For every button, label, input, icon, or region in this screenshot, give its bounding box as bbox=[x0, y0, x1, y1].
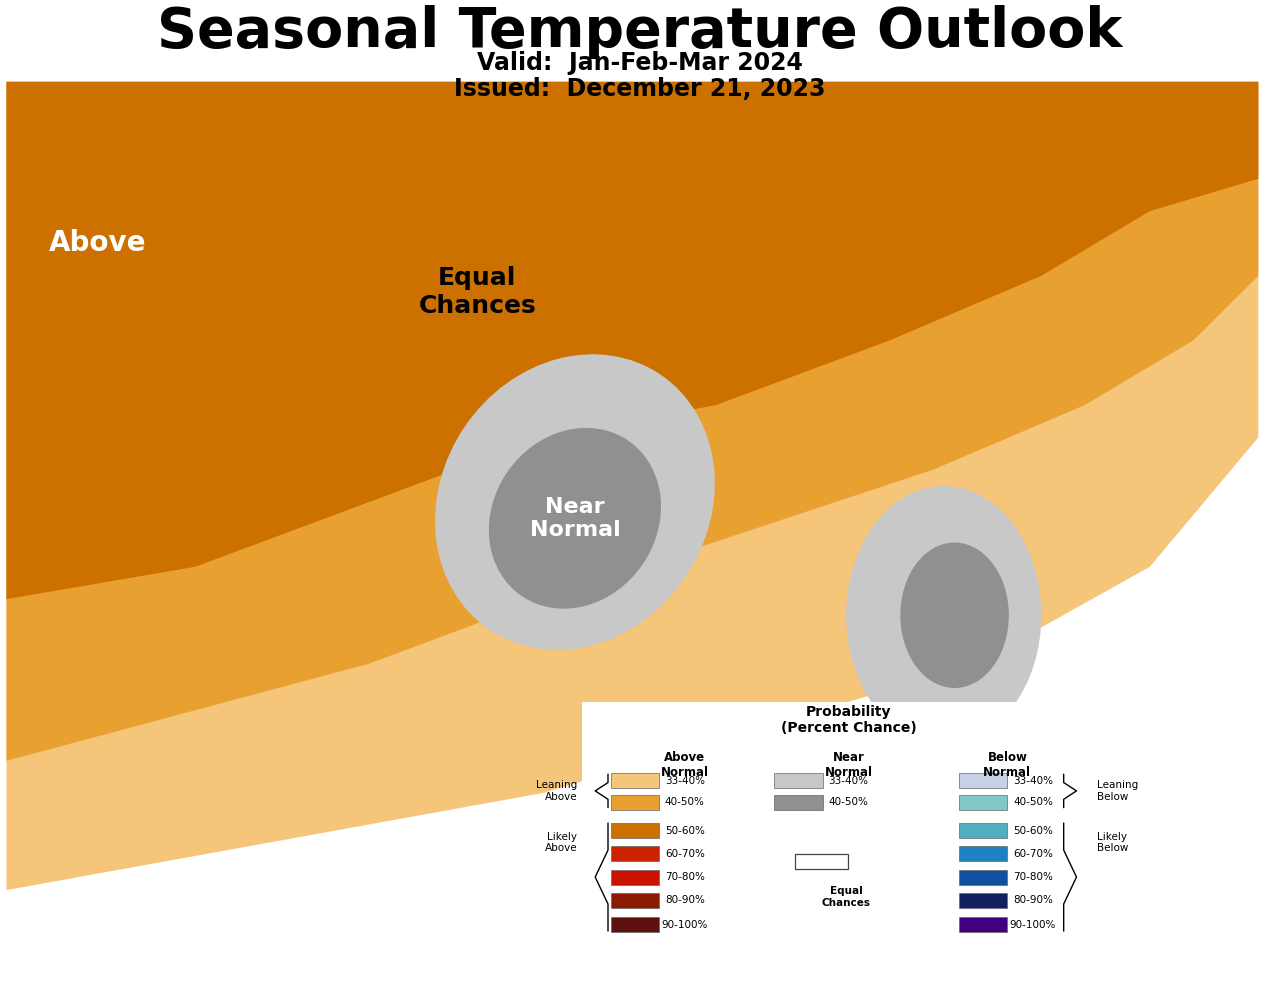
Text: Leaning
Above: Leaning Above bbox=[536, 780, 577, 802]
Text: Issued:  December 21, 2023: Issued: December 21, 2023 bbox=[454, 77, 826, 101]
Ellipse shape bbox=[489, 428, 660, 608]
Ellipse shape bbox=[846, 486, 1042, 745]
Bar bbox=[611, 847, 659, 861]
Bar bbox=[959, 869, 1007, 884]
Text: Likely
Above: Likely Above bbox=[545, 832, 577, 854]
Text: Probability
(Percent Chance): Probability (Percent Chance) bbox=[781, 705, 916, 735]
Bar bbox=[611, 869, 659, 884]
Bar bbox=[611, 823, 659, 839]
Bar bbox=[959, 917, 1007, 932]
Bar bbox=[959, 847, 1007, 861]
Text: Likely
Below: Likely Below bbox=[1097, 832, 1129, 854]
Text: Near
Normal: Near Normal bbox=[530, 496, 621, 540]
Text: 80-90%: 80-90% bbox=[1012, 895, 1053, 905]
Text: 90-100%: 90-100% bbox=[662, 920, 708, 930]
Text: Near
Normal: Near Normal bbox=[824, 751, 873, 779]
Text: 33-40%: 33-40% bbox=[664, 775, 705, 785]
Ellipse shape bbox=[900, 543, 1009, 688]
Polygon shape bbox=[6, 82, 1258, 857]
Bar bbox=[611, 893, 659, 908]
Text: Below
Normal: Below Normal bbox=[983, 751, 1032, 779]
Text: Valid:  Jan-Feb-Mar 2024: Valid: Jan-Feb-Mar 2024 bbox=[477, 51, 803, 75]
Bar bbox=[774, 795, 823, 810]
Text: Equal
Chances: Equal Chances bbox=[419, 266, 536, 317]
Text: 33-40%: 33-40% bbox=[1012, 775, 1053, 785]
Bar bbox=[795, 854, 849, 869]
Text: 33-40%: 33-40% bbox=[828, 775, 869, 785]
Bar bbox=[774, 773, 823, 788]
Bar bbox=[959, 795, 1007, 810]
Text: 90-100%: 90-100% bbox=[1010, 920, 1056, 930]
Bar bbox=[611, 795, 659, 810]
Text: 80-90%: 80-90% bbox=[664, 895, 705, 905]
Text: 60-70%: 60-70% bbox=[664, 849, 705, 858]
Bar bbox=[611, 773, 659, 788]
Text: 50-60%: 50-60% bbox=[1012, 826, 1053, 836]
Text: Above
Normal: Above Normal bbox=[660, 751, 709, 779]
Bar bbox=[611, 917, 659, 932]
FancyBboxPatch shape bbox=[582, 702, 1094, 959]
Text: 60-70%: 60-70% bbox=[1012, 849, 1053, 858]
Text: 40-50%: 40-50% bbox=[1012, 797, 1053, 807]
Text: Leaning
Below: Leaning Below bbox=[1097, 780, 1138, 802]
Text: 40-50%: 40-50% bbox=[828, 797, 869, 807]
Text: 70-80%: 70-80% bbox=[664, 872, 705, 882]
Text: 70-80%: 70-80% bbox=[1012, 872, 1053, 882]
Bar bbox=[959, 773, 1007, 788]
Text: 50-60%: 50-60% bbox=[664, 826, 705, 836]
Text: 40-50%: 40-50% bbox=[664, 797, 705, 807]
Text: Above: Above bbox=[49, 229, 146, 257]
Ellipse shape bbox=[435, 354, 714, 650]
Polygon shape bbox=[6, 82, 1258, 599]
Text: Seasonal Temperature Outlook: Seasonal Temperature Outlook bbox=[157, 5, 1123, 59]
Bar bbox=[959, 823, 1007, 839]
Bar bbox=[959, 893, 1007, 908]
Polygon shape bbox=[6, 82, 1258, 761]
Polygon shape bbox=[6, 82, 1258, 890]
Text: Equal
Chances: Equal Chances bbox=[822, 886, 870, 908]
